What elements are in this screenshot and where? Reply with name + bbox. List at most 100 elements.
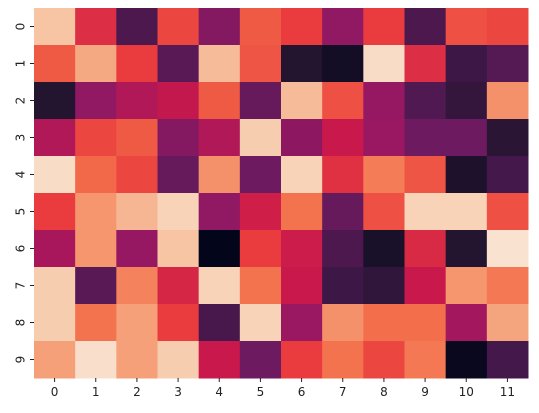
y-tick-label-2: 2 [14,97,28,105]
heatmap-cell-r7-c8 [363,267,405,305]
heatmap-cell-r8-c0 [34,304,76,342]
heatmap-cell-r2-c2 [116,82,158,120]
heatmap-cell-r4-c5 [239,156,282,194]
x-tick-label-6: 6 [298,385,306,399]
heatmap-cell-r7-c0 [34,267,76,305]
heatmap-cell-r8-c6 [281,304,323,342]
heatmap-cell-r3-c7 [322,119,364,157]
y-tick-label-1: 1 [14,60,28,68]
heatmap-cell-r3-c6 [281,119,323,157]
heatmap-cell-r3-c11 [486,119,529,157]
heatmap-cell-r9-c9 [404,341,447,379]
heatmap-cell-r1-c8 [363,45,405,83]
heatmap-cell-r3-c10 [445,119,488,157]
heatmap-cell-r5-c6 [281,193,323,231]
x-tick-label-4: 4 [215,385,223,399]
heatmap-cell-r9-c2 [116,341,158,379]
heatmap-cell-r1-c10 [445,45,488,83]
heatmap-cell-r0-c8 [363,8,405,46]
x-tick-label-11: 11 [500,385,515,399]
heatmap-cell-r5-c0 [34,193,76,231]
x-tick-label-9: 9 [421,385,429,399]
heatmap-cell-r4-c6 [281,156,323,194]
heatmap-cell-r2-c11 [486,82,529,120]
heatmap-cell-r5-c3 [157,193,200,231]
heatmap-cell-r6-c2 [116,230,158,268]
heatmap-cell-r3-c8 [363,119,405,157]
heatmap-cell-r6-c8 [363,230,405,268]
heatmap-cell-r5-c9 [404,193,447,231]
heatmap-cell-r0-c10 [445,8,488,46]
heatmap-cell-r7-c9 [404,267,447,305]
heatmap-cell-r4-c2 [116,156,158,194]
y-tick-label-7: 7 [14,282,28,290]
heatmap-cell-r6-c4 [198,230,241,268]
heatmap-cell-r0-c9 [404,8,447,46]
heatmap-cell-r0-c0 [34,8,76,46]
heatmap-cell-r4-c0 [34,156,76,194]
heatmap-cell-r4-c7 [322,156,364,194]
x-axis: 0 1 2 3 4 5 6 7 8 9 10 11 [51,378,515,399]
heatmap-cell-r7-c2 [116,267,158,305]
heatmap-cell-r2-c1 [75,82,117,120]
heatmap-cell-r9-c8 [363,341,405,379]
heatmap-cell-r1-c11 [486,45,529,83]
heatmap-cell-r8-c3 [157,304,200,342]
heatmap-cell-r3-c2 [116,119,158,157]
x-tick-label-3: 3 [174,385,182,399]
heatmap-cell-r9-c3 [157,341,200,379]
heatmap-cell-r3-c5 [239,119,282,157]
heatmap-cell-r2-c9 [404,82,447,120]
heatmap-cell-r0-c1 [75,8,117,46]
heatmap-cell-r0-c4 [198,8,241,46]
heatmap-cell-r0-c6 [281,8,323,46]
heatmap-cell-r8-c2 [116,304,158,342]
heatmap-cell-r5-c4 [198,193,241,231]
heatmap-cell-r2-c4 [198,82,241,120]
heatmap-cell-r5-c1 [75,193,117,231]
heatmap-cell-r6-c7 [322,230,364,268]
heatmap-cell-r3-c3 [157,119,200,157]
heatmap-cell-r5-c11 [486,193,529,231]
heatmap-cell-r4-c9 [404,156,447,194]
heatmap-cell-r8-c11 [486,304,529,342]
heatmap-cell-r4-c3 [157,156,200,194]
heatmap-cell-r5-c8 [363,193,405,231]
x-tick-label-5: 5 [257,385,265,399]
heatmap-cell-r9-c5 [239,341,282,379]
heatmap-cell-r4-c10 [445,156,488,194]
heatmap-cell-r9-c11 [486,341,529,379]
heatmap-cell-r3-c9 [404,119,447,157]
heatmap-cell-r5-c2 [116,193,158,231]
heatmap-cell-r0-c3 [157,8,200,46]
heatmap-cell-r8-c9 [404,304,447,342]
y-tick-label-6: 6 [14,245,28,253]
heatmap-cell-r2-c8 [363,82,405,120]
heatmap-cell-r7-c3 [157,267,200,305]
heatmap-cells [34,8,529,379]
heatmap-cell-r1-c4 [198,45,241,83]
heatmap-cell-r2-c3 [157,82,200,120]
heatmap-cell-r1-c6 [281,45,323,83]
heatmap-cell-r1-c7 [322,45,364,83]
heatmap-cell-r3-c1 [75,119,117,157]
heatmap-cell-r9-c1 [75,341,117,379]
heatmap-cell-r9-c7 [322,341,364,379]
y-tick-label-4: 4 [14,171,28,179]
heatmap-cell-r2-c7 [322,82,364,120]
heatmap-cell-r7-c11 [486,267,529,305]
heatmap-cell-r1-c2 [116,45,158,83]
heatmap-cell-r0-c2 [116,8,158,46]
y-tick-label-3: 3 [14,134,28,142]
y-tick-label-8: 8 [14,319,28,327]
heatmap-cell-r5-c5 [239,193,282,231]
heatmap-cell-r8-c10 [445,304,488,342]
heatmap-cell-r7-c4 [198,267,241,305]
heatmap-cell-r8-c4 [198,304,241,342]
x-tick-label-2: 2 [133,385,141,399]
heatmap-cell-r2-c5 [239,82,282,120]
heatmap-cell-r8-c5 [239,304,282,342]
heatmap-cell-r6-c0 [34,230,76,268]
heatmap-cell-r7-c7 [322,267,364,305]
